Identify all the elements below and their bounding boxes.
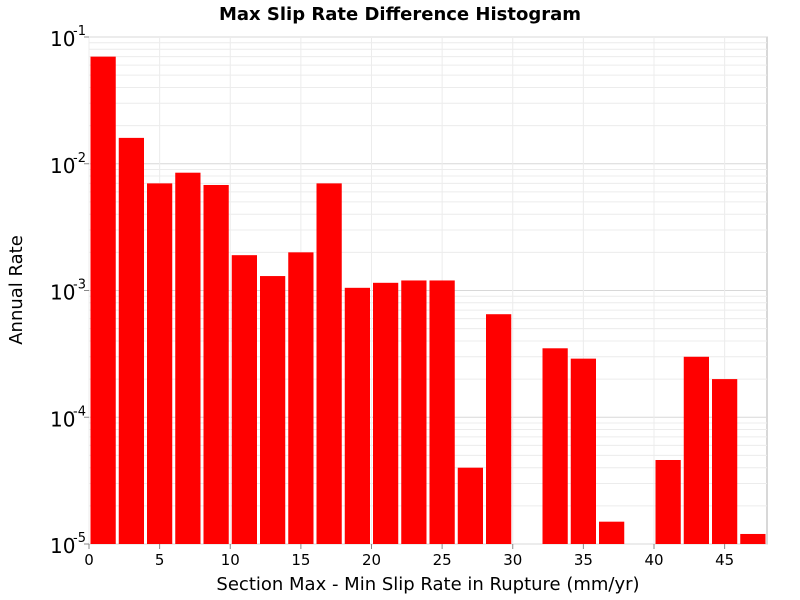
x-tick-label: 20 [362, 551, 381, 569]
histogram-bar [344, 287, 370, 544]
histogram-bar [542, 348, 568, 544]
chart-title: Max Slip Rate Difference Histogram [219, 4, 581, 25]
x-tick-label: 45 [715, 551, 734, 569]
x-tick-label: 10 [221, 551, 240, 569]
x-axis-ticks: 0 5 10 15 20 25 30 35 40 45 [84, 544, 734, 569]
y-tick-exponent: -4 [73, 404, 86, 419]
y-tick-exponent: -5 [73, 531, 86, 546]
histogram-bar [712, 379, 738, 544]
x-tick-label: 15 [291, 551, 310, 569]
x-tick-label: 25 [433, 551, 452, 569]
y-tick-label: 10 [50, 407, 75, 431]
histogram-bar [118, 137, 144, 544]
histogram-bar [316, 183, 342, 544]
histogram-bar [655, 459, 681, 544]
histogram-bar [288, 252, 314, 544]
histogram-bar [203, 184, 229, 544]
histogram-bar [90, 56, 116, 545]
histogram-bar [260, 276, 286, 544]
grid-lines [88, 36, 767, 545]
x-tick-label: 0 [84, 551, 94, 569]
y-axis-ticks: 10-110-210-310-410-5 [50, 24, 89, 558]
histogram-bar [486, 314, 512, 544]
y-tick-label: 10 [50, 534, 75, 558]
y-tick-label: 10 [50, 27, 75, 51]
histogram-bar [147, 183, 173, 544]
histogram-bar [740, 533, 766, 544]
histogram-bar [570, 358, 596, 544]
histogram-bar [429, 280, 455, 544]
x-tick-label: 30 [503, 551, 522, 569]
x-tick-label: 40 [644, 551, 663, 569]
y-tick-exponent: -3 [73, 278, 86, 293]
x-axis-label: Section Max - Min Slip Rate in Rupture (… [216, 574, 639, 595]
bars [90, 56, 766, 545]
histogram-bar [373, 282, 399, 544]
y-tick-label: 10 [50, 154, 75, 178]
histogram-bar [231, 255, 257, 545]
histogram-bar [683, 356, 709, 544]
y-tick-exponent: -2 [73, 151, 86, 166]
y-tick-exponent: -1 [73, 24, 86, 39]
histogram-bar [401, 280, 427, 544]
histogram-bar [175, 172, 201, 544]
y-axis-label: Annual Rate [6, 235, 27, 345]
x-tick-label: 5 [155, 551, 165, 569]
x-tick-label: 35 [574, 551, 593, 569]
histogram-bar [457, 467, 483, 544]
histogram-bar [599, 521, 625, 544]
y-tick-label: 10 [50, 281, 75, 305]
